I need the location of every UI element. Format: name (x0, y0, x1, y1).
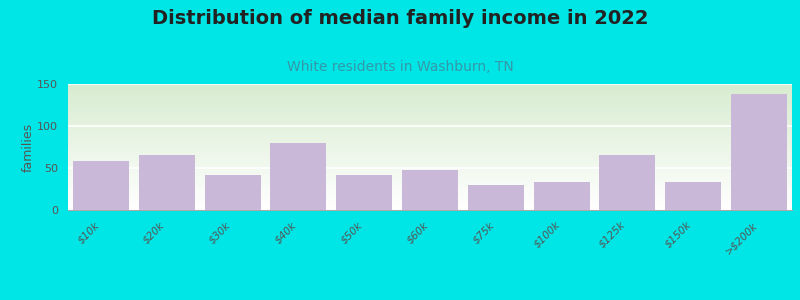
Bar (731, 94, 787, 210)
Bar (468, 185, 524, 210)
Bar (270, 143, 326, 210)
Bar (73, 161, 129, 210)
Bar (138, 155, 194, 210)
Bar (599, 155, 655, 210)
Bar (402, 170, 458, 210)
Y-axis label: families: families (22, 122, 34, 172)
Bar (666, 182, 722, 210)
Bar (205, 175, 261, 210)
Bar (534, 182, 590, 210)
Text: Distribution of median family income in 2022: Distribution of median family income in … (152, 9, 648, 28)
Bar (336, 175, 392, 210)
Text: White residents in Washburn, TN: White residents in Washburn, TN (286, 60, 514, 74)
